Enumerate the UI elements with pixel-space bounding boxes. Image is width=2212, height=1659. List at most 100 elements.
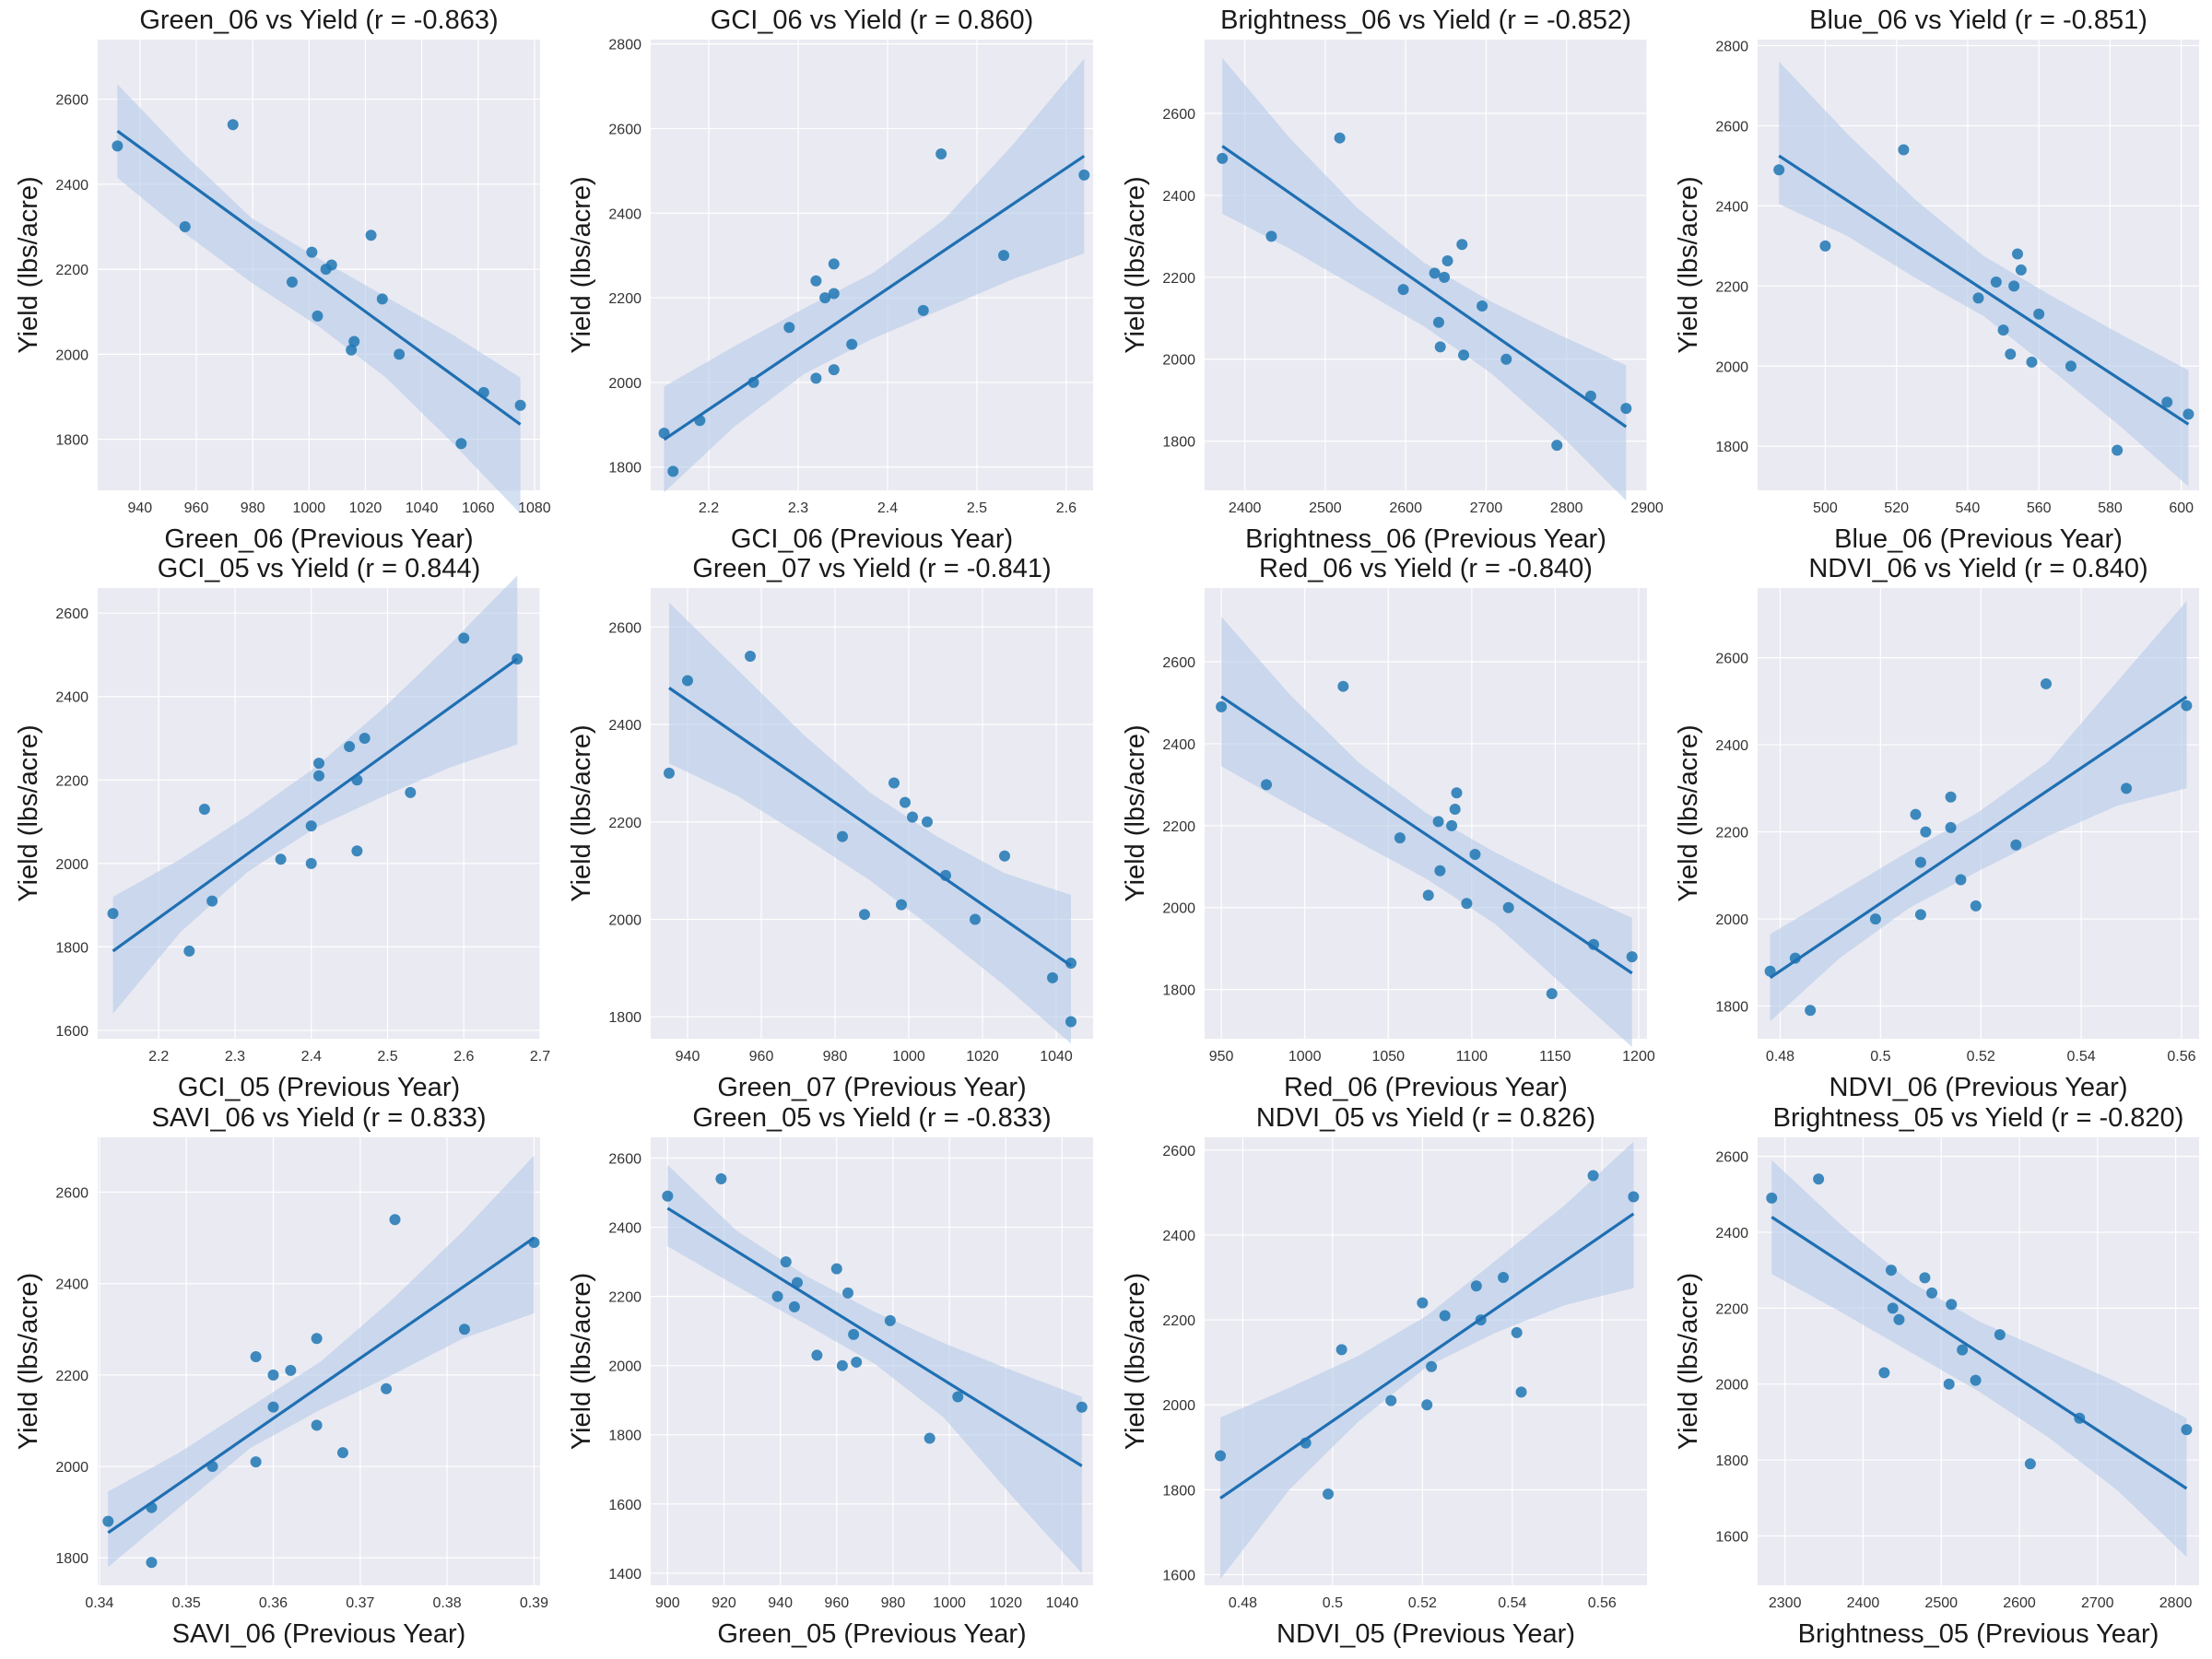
- x-tick-label: 2700: [1470, 500, 1503, 516]
- x-tick-label: 1040: [1040, 1049, 1073, 1065]
- data-point: [267, 1369, 279, 1381]
- regression-line: [666, 1206, 1083, 1467]
- data-point: [1994, 1329, 2006, 1341]
- data-point: [1441, 255, 1453, 267]
- y-tick-label: 2200: [1715, 279, 1748, 295]
- data-point: [848, 1328, 860, 1340]
- data-point: [286, 276, 298, 288]
- regression-line: [1771, 1216, 2188, 1490]
- subplot-title: Green_05 vs Yield (r = -0.833): [692, 1103, 1051, 1133]
- data-point: [227, 119, 239, 131]
- data-point: [1893, 1313, 1905, 1325]
- data-point: [1439, 1310, 1451, 1322]
- y-tick-label: 2600: [1715, 119, 1748, 135]
- data-point: [1432, 816, 1444, 828]
- subplot-6: 940 960 980 1000 1020 1040 1800 2000 2200 2400 260…: [567, 554, 1093, 1102]
- data-point: [1047, 971, 1058, 983]
- data-point: [1434, 865, 1446, 877]
- data-point: [285, 1364, 297, 1376]
- y-tick-label: 2400: [1715, 199, 1748, 215]
- subplot-7: 950 1000 1050 1100 1150 1200 1800 2000 2200 2400 2…: [1121, 554, 1655, 1102]
- x-tick-label: 950: [1209, 1049, 1234, 1065]
- x-tick-label: 0.34: [85, 1595, 113, 1611]
- data-point: [1216, 700, 1228, 712]
- data-point: [250, 1456, 262, 1468]
- x-tick-label: 0.35: [172, 1595, 201, 1611]
- data-point: [2112, 444, 2124, 456]
- data-point: [1945, 821, 1957, 833]
- x-tick-label: 960: [824, 1595, 849, 1611]
- confidence-band: [664, 58, 1085, 493]
- data-point: [365, 229, 377, 241]
- data-point: [1422, 889, 1434, 901]
- data-point: [1217, 152, 1229, 164]
- data-point: [788, 1300, 800, 1312]
- subplot-3: 2400 2500 2600 2700 2800 2900 1800 2000 2200 2400…: [1121, 6, 1664, 554]
- y-tick-label: 2000: [1715, 359, 1748, 375]
- data-point: [1426, 1360, 1438, 1372]
- x-tick-label: 1080: [518, 500, 551, 516]
- x-tick-label: 1020: [349, 500, 382, 516]
- data-point: [348, 335, 360, 347]
- data-point: [1926, 1287, 1938, 1299]
- x-axis-label: SAVI_06 (Previous Year): [172, 1619, 466, 1649]
- y-tick-label: 1400: [608, 1567, 641, 1583]
- y-axis-label: Yield (lbs/acre): [567, 176, 596, 353]
- data-point: [2008, 280, 2020, 292]
- data-point: [745, 651, 756, 663]
- x-tick-label: 0.54: [1498, 1595, 1526, 1611]
- data-point: [1587, 1170, 1599, 1182]
- data-point: [1914, 909, 1926, 921]
- x-tick-label: 920: [712, 1595, 736, 1611]
- y-tick-label: 2000: [55, 1460, 88, 1476]
- y-tick-label: 2600: [1162, 1144, 1195, 1159]
- y-tick-label: 2400: [55, 690, 88, 706]
- data-point: [664, 767, 675, 779]
- data-point: [1078, 169, 1090, 181]
- data-point: [970, 913, 981, 925]
- x-tick-label: 0.36: [259, 1595, 288, 1611]
- data-point: [900, 796, 911, 808]
- data-point: [2024, 1458, 2036, 1470]
- x-tick-label: 1000: [933, 1595, 966, 1611]
- subplot-title: SAVI_06 vs Yield (r = 0.833): [152, 1103, 487, 1133]
- data-point: [780, 1256, 792, 1268]
- confidence-band: [1221, 617, 1632, 1047]
- subplot-4: 500 520 540 560 580 600 1800 2000 2200 2400 2600 28…: [1674, 6, 2199, 554]
- data-point: [1766, 1192, 1778, 1204]
- y-tick-label: 2600: [608, 620, 641, 636]
- x-tick-label: 1100: [1456, 1049, 1488, 1065]
- x-tick-label: 960: [749, 1049, 774, 1065]
- data-point: [336, 1447, 348, 1459]
- y-axis-label: Yield (lbs/acre): [1674, 724, 1703, 901]
- data-point: [1955, 874, 1967, 886]
- x-tick-label: 2.6: [1056, 500, 1077, 516]
- x-tick-label: 540: [1956, 500, 1981, 516]
- data-point: [1394, 832, 1406, 844]
- x-axis-label: Green_07 (Previous Year): [717, 1073, 1026, 1102]
- y-tick-label: 1800: [1715, 1453, 1748, 1469]
- x-axis-label: Brightness_05 (Previous Year): [1798, 1619, 2159, 1649]
- regression-line: [1220, 695, 1633, 975]
- confidence-band: [667, 1165, 1082, 1573]
- y-tick-label: 2600: [55, 606, 88, 622]
- x-tick-label: 1000: [892, 1049, 925, 1065]
- x-tick-label: 900: [655, 1595, 680, 1611]
- y-tick-label: 2000: [608, 1359, 641, 1375]
- regression-line: [1778, 154, 2190, 426]
- x-tick-label: 0.38: [433, 1595, 462, 1611]
- subplot-1: 940 960 980 1000 1020 1040 1060 1080 1800 2000 220…: [14, 6, 551, 554]
- subplot-2: 2.2 2.3 2.4 2.5 2.6 1800 2000 2200 2400 2600 2800 G…: [567, 6, 1093, 554]
- x-tick-label: 2400: [1847, 1595, 1880, 1611]
- data-point: [1265, 230, 1277, 242]
- data-point: [146, 1557, 158, 1569]
- data-point: [351, 845, 363, 857]
- x-axis-label: Blue_06 (Previous Year): [1834, 524, 2123, 554]
- data-point: [514, 399, 526, 411]
- data-point: [107, 908, 119, 920]
- data-point: [682, 675, 693, 687]
- data-point: [1335, 1344, 1347, 1356]
- data-point: [1551, 440, 1563, 452]
- x-tick-label: 1200: [1622, 1049, 1655, 1065]
- x-tick-label: 1040: [406, 500, 439, 516]
